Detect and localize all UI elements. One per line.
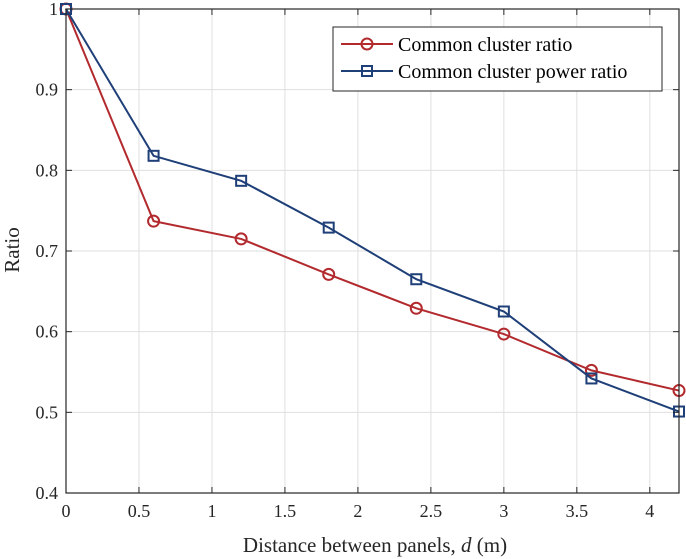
x-tick-label: 3.5 <box>566 501 589 521</box>
y-tick-label: 0.4 <box>36 483 59 503</box>
data-point-circle <box>147 214 161 228</box>
data-point-square <box>235 174 248 187</box>
legend-marker-square <box>361 65 373 77</box>
tick-labels: 0 0.5 1 1.5 2 2.5 3 3.5 4 0.4 0.5 0.6 0.7 0.8 0.9 1 <box>36 0 655 521</box>
data-point-square <box>497 305 510 318</box>
x-tick-label: 1.5 <box>274 501 297 521</box>
y-tick-label: 0.7 <box>36 241 59 261</box>
data-point-circle <box>234 232 248 246</box>
x-tick-label: 1 <box>207 501 216 521</box>
data-point-square <box>410 273 423 286</box>
series-line <box>65 8 680 413</box>
data-point-circle <box>497 327 511 341</box>
legend-box <box>332 26 663 92</box>
y-tick-label: 0.5 <box>36 402 59 422</box>
legend: Common cluster ratio Common cluster powe… <box>332 26 663 92</box>
legend-label-common-cluster-ratio: Common cluster ratio <box>398 34 572 56</box>
data-point-circle <box>322 267 336 281</box>
y-tick-label: 0.9 <box>36 80 59 100</box>
x-tick-label: 2.5 <box>420 501 443 521</box>
y-axis-label: Ratio <box>0 227 24 273</box>
legend-marker-circle <box>360 37 374 51</box>
legend-label-common-cluster-power-ratio: Common cluster power ratio <box>398 61 627 83</box>
data-point-square <box>585 372 598 385</box>
data-point-circle <box>584 363 598 377</box>
series-line <box>65 8 680 392</box>
axes <box>65 8 680 494</box>
data-point-square <box>147 149 160 162</box>
plot-frame <box>65 8 680 494</box>
x-axis-label: Distance between panels, d (m) <box>243 533 507 557</box>
data-point-square <box>322 221 335 234</box>
x-tick-label: 3 <box>499 501 508 521</box>
x-tick-label: 2 <box>353 501 362 521</box>
y-tick-label: 1 <box>49 0 58 19</box>
x-tick-label: 4 <box>645 501 654 521</box>
x-tick-label: 0 <box>62 501 71 521</box>
y-tick-label: 0.8 <box>36 160 59 180</box>
x-tick-label: 0.5 <box>128 501 151 521</box>
y-tick-label: 0.6 <box>36 322 59 342</box>
data-point-circle <box>409 301 423 315</box>
